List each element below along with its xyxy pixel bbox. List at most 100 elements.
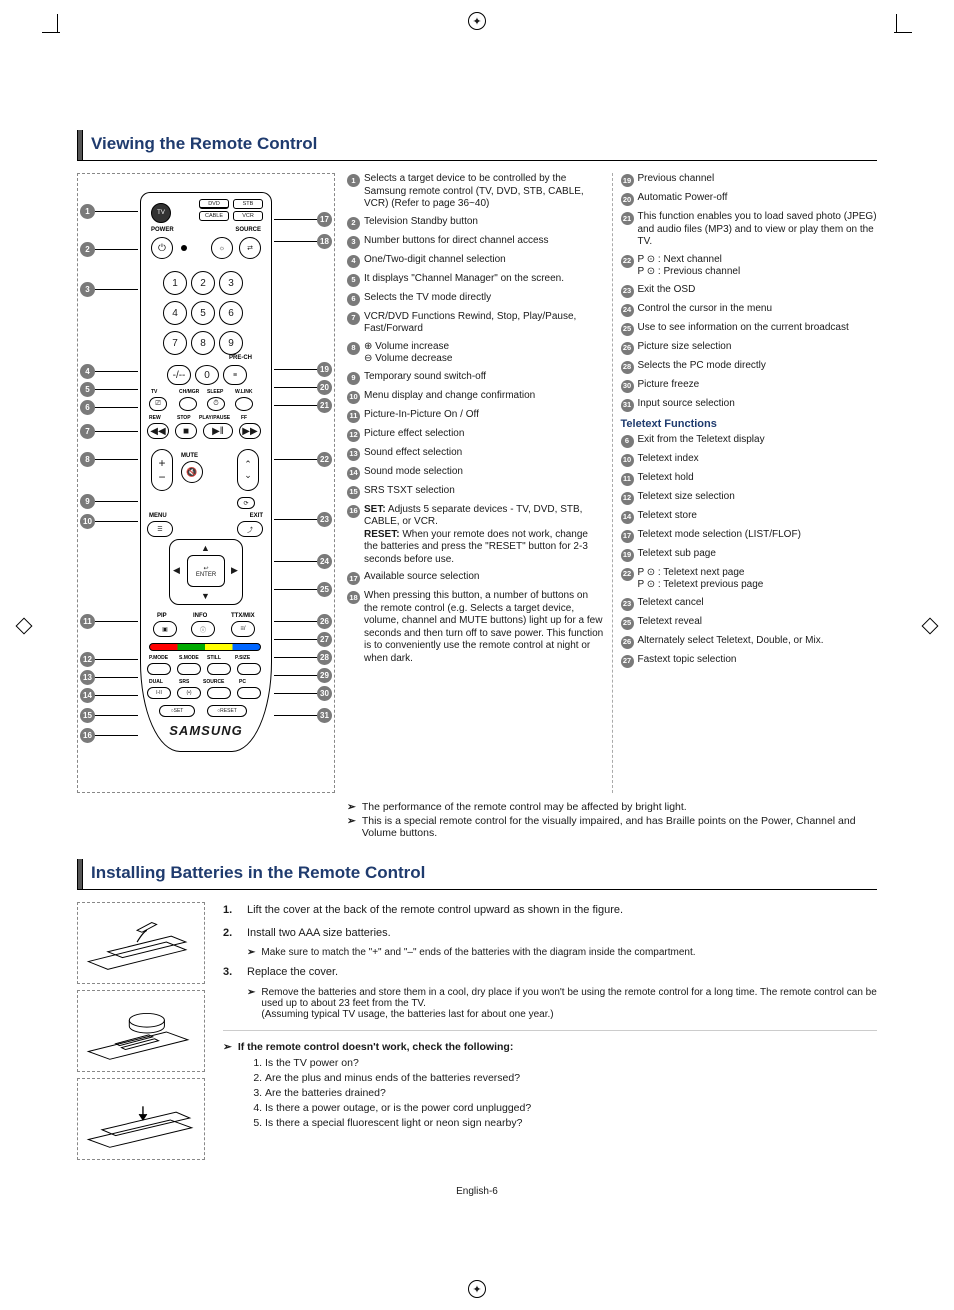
callout-number-icon: 2	[80, 242, 95, 257]
header-bar-icon	[77, 130, 83, 160]
function-number-icon: 16	[347, 505, 360, 518]
callout-right-22: 22	[274, 452, 332, 467]
function-item-1: 1Selects a target device to be controlle…	[347, 173, 604, 211]
callout-left-8: 8	[80, 452, 138, 467]
function-item-26: 26Picture size selection	[621, 341, 878, 355]
function-number-icon: 18	[347, 591, 360, 604]
function-text: P ⊙ : Teletext next pageP ⊙ : Teletext p…	[638, 567, 878, 592]
callout-left-15: 15	[80, 708, 138, 723]
function-number-icon: 14	[347, 467, 360, 480]
troubleshoot-item: Are the plus and minus ends of the batte…	[265, 1072, 877, 1084]
function-number-icon: 17	[621, 530, 634, 543]
note-arrow-icon: ➢	[347, 815, 356, 827]
function-text: One/Two-digit channel selection	[364, 254, 604, 267]
callout-right-29: 29	[274, 668, 332, 683]
callout-left-13: 13	[80, 670, 138, 685]
function-item-20: 20Automatic Power-off	[621, 192, 878, 206]
remote-notes: ➢ The performance of the remote control m…	[347, 801, 877, 839]
callout-number-icon: 22	[317, 452, 332, 467]
function-text: P ⊙ : Next channelP ⊙ : Previous channel	[638, 254, 878, 279]
callout-number-icon: 1	[80, 204, 95, 219]
callout-left-9: 9	[80, 494, 138, 509]
callout-right-24: 24	[274, 554, 332, 569]
function-number-icon: 10	[621, 454, 634, 467]
callout-number-icon: 15	[80, 708, 95, 723]
callout-right-21: 21	[274, 398, 332, 413]
tick	[42, 32, 60, 33]
note-arrow-icon: ➢	[347, 801, 356, 813]
callout-number-icon: 26	[317, 614, 332, 629]
section-header-remote: Viewing the Remote Control	[77, 130, 877, 161]
troubleshoot-item: Are the batteries drained?	[265, 1087, 877, 1099]
callout-number-icon: 16	[80, 728, 95, 743]
function-text: Teletext store	[638, 510, 878, 523]
callout-left-14: 14	[80, 688, 138, 703]
page-footer: English-6	[77, 1186, 877, 1197]
callout-right-19: 19	[274, 362, 332, 377]
remote-diagram: TV DVD STB CABLE VCR POWER SOURCE ⏻ ☼ ⇄ …	[77, 173, 335, 793]
function-item-2: 2Television Standby button	[347, 216, 604, 230]
callout-right-23: 23	[274, 512, 332, 527]
function-number-icon: 19	[621, 549, 634, 562]
callout-left-7: 7	[80, 424, 138, 439]
function-item-27: 27Fastext topic selection	[621, 654, 878, 668]
step-number: 2.	[223, 925, 247, 942]
function-text: Input source selection	[638, 398, 878, 411]
function-number-icon: 26	[621, 342, 634, 355]
step-subtext: Make sure to match the "+" and "–" ends …	[261, 947, 695, 958]
function-descriptions: 1Selects a target device to be controlle…	[347, 173, 877, 793]
function-number-icon: 31	[621, 399, 634, 412]
function-number-icon: 5	[347, 274, 360, 287]
function-number-icon: 19	[621, 174, 634, 187]
function-text: Picture freeze	[638, 379, 878, 392]
function-number-icon: 3	[347, 236, 360, 249]
callout-right-30: 30	[274, 686, 332, 701]
function-number-icon: 1	[347, 174, 360, 187]
step-number: 3.	[223, 964, 247, 981]
function-text: When pressing this button, a number of b…	[364, 590, 604, 665]
function-number-icon: 22	[621, 255, 634, 268]
callout-left-3: 3	[80, 282, 138, 297]
troubleshoot-item: Is there a special fluorescent light or …	[265, 1117, 877, 1129]
troubleshoot-item: Is the TV power on?	[265, 1057, 877, 1069]
divider	[223, 1030, 877, 1031]
callout-number-icon: 18	[317, 234, 332, 249]
function-item-25: 25Teletext reveal	[621, 616, 878, 630]
callout-number-icon: 27	[317, 632, 332, 647]
function-number-icon: 23	[621, 285, 634, 298]
function-item-26: 26Alternately select Teletext, Double, o…	[621, 635, 878, 649]
function-item-11: 11Picture-In-Picture On / Off	[347, 409, 604, 423]
callout-number-icon: 23	[317, 512, 332, 527]
function-number-icon: 11	[621, 473, 634, 486]
callout-number-icon: 10	[80, 514, 95, 529]
callout-number-icon: 29	[317, 668, 332, 683]
callout-right-17: 17	[274, 212, 332, 227]
callout-left-2: 2	[80, 242, 138, 257]
callout-left-4: 4	[80, 364, 138, 379]
function-item-15: 15SRS TSXT selection	[347, 485, 604, 499]
function-number-icon: 30	[621, 380, 634, 393]
tick	[894, 32, 912, 33]
note-text: The performance of the remote control ma…	[362, 801, 687, 813]
function-text: Picture-In-Picture On / Off	[364, 409, 604, 422]
function-text: Teletext sub page	[638, 548, 878, 561]
callout-left-5: 5	[80, 382, 138, 397]
callout-number-icon: 21	[317, 398, 332, 413]
function-text: Sound mode selection	[364, 466, 604, 479]
function-text: Exit the OSD	[638, 284, 878, 297]
callout-number-icon: 8	[80, 452, 95, 467]
callout-number-icon: 7	[80, 424, 95, 439]
section-title: Installing Batteries in the Remote Contr…	[91, 859, 425, 889]
function-item-30: 30 Picture freeze	[621, 379, 878, 393]
function-item-10: 10Menu display and change confirmation	[347, 390, 604, 404]
function-item-21: 21This function enables you to load save…	[621, 211, 878, 249]
note-arrow-icon: ➢	[223, 1041, 232, 1053]
function-number-icon: 4	[347, 255, 360, 268]
function-text: VCR/DVD Functions Rewind, Stop, Play/Pau…	[364, 311, 604, 336]
function-number-icon: 22	[621, 568, 634, 581]
callout-number-icon: 6	[80, 400, 95, 415]
callout-right-18: 18	[274, 234, 332, 249]
function-text: Automatic Power-off	[638, 192, 878, 205]
tick	[896, 14, 897, 32]
function-number-icon: 28	[621, 361, 634, 374]
